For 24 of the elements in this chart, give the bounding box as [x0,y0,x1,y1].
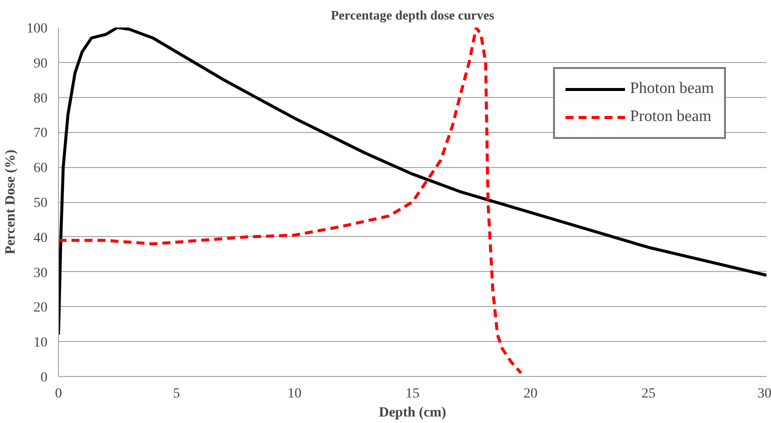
x-axis-title: Depth (cm) [378,406,446,420]
y-axis-title: Percent Dose (%) [4,149,18,254]
y-tick-label: 40 [34,230,48,246]
y-tick-label: 60 [34,161,48,176]
y-tick-label: 10 [34,336,48,351]
y-tick-label: 0 [40,370,48,386]
x-tick-label: 20 [524,386,538,402]
y-tick-label: 30 [34,266,48,281]
y-tick-label: 20 [34,300,48,316]
x-tick-label: 10 [288,386,302,402]
x-tick-label: 15 [406,386,420,402]
x-tick-label: 25 [642,386,656,402]
line-series [58,28,766,336]
y-tick-label: 80 [34,91,48,106]
y-tick-label: 100 [26,22,48,36]
y-tick-label: 70 [34,126,48,142]
y-tick-label: 90 [34,56,48,72]
y-tick-label: 50 [34,196,48,211]
legend-label: Photon beam [630,80,714,98]
x-tick-label: 0 [55,386,62,402]
legend-label: Proton beam [630,108,712,126]
chart-title: Percentage depth dose curves [330,8,494,22]
x-tick-label: 5 [173,386,180,402]
x-tick-label: 30 [758,386,771,402]
